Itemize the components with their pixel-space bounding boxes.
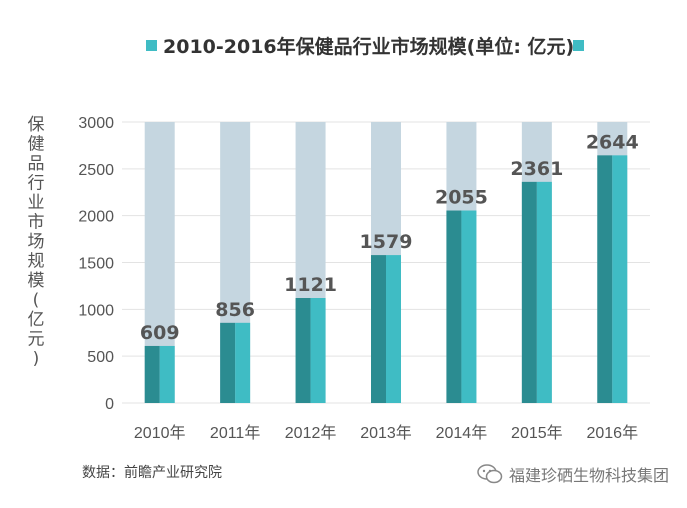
y-axis-label-char: 规 <box>28 252 45 272</box>
y-axis-label-char: 场 <box>28 232 45 252</box>
chart-title-text: 2010-2016年保健品行业市场规模(单位: 亿元) <box>163 35 574 58</box>
y-tick-label: 2500 <box>78 162 114 179</box>
x-tick-label: 2016年 <box>586 424 638 442</box>
brand-name: 福建珍硒生物科技集团 <box>508 466 669 485</box>
bar <box>144 345 160 403</box>
y-axis-label-char: 行 <box>28 174 45 194</box>
legend-marker-left <box>146 40 157 51</box>
x-tick-label: 2010年 <box>134 424 186 442</box>
bar-highlight <box>235 322 251 403</box>
bar <box>521 181 537 403</box>
x-tick-label: 2014年 <box>436 424 488 442</box>
bar <box>295 297 311 403</box>
x-tick-label: 2013年 <box>360 424 412 442</box>
data-label: 1579 <box>360 231 413 253</box>
y-axis-label-char: 市 <box>28 213 45 233</box>
y-axis-label-char: 模 <box>28 271 45 291</box>
bar-highlight <box>536 181 552 403</box>
y-tick-label: 1000 <box>78 302 114 319</box>
bars: 609 856 1121 1579 2055 2361 2644 <box>140 122 639 403</box>
y-axis: 0 500 1000 1500 2000 2500 3000 <box>78 115 114 413</box>
data-label: 609 <box>140 322 180 344</box>
bar-highlight <box>461 210 477 403</box>
y-tick-label: 3000 <box>78 115 114 132</box>
chart-title: 2010-2016年保健品行业市场规模(单位: 亿元) <box>146 35 584 58</box>
bar-highlight <box>159 345 175 403</box>
data-label: 2644 <box>586 131 639 153</box>
data-label: 1121 <box>284 274 337 296</box>
y-axis-label-char: 保 <box>28 115 45 135</box>
y-axis-label-char: 业 <box>28 193 45 213</box>
data-label: 2055 <box>435 187 488 209</box>
source-note: 数据：前瞻产业研究院 <box>82 465 222 481</box>
y-tick-label: 1500 <box>78 256 114 273</box>
y-axis-label-char: 品 <box>28 154 45 174</box>
x-tick-label: 2011年 <box>210 424 260 442</box>
bar <box>446 210 462 403</box>
y-axis-label-char: 健 <box>28 135 45 155</box>
bar-highlight <box>612 155 628 403</box>
data-label: 856 <box>215 299 255 321</box>
y-tick-label: 2000 <box>78 209 114 226</box>
y-axis-label-char: ( <box>33 291 40 311</box>
x-tick-label: 2015年 <box>511 424 563 442</box>
x-tick-label: 2012年 <box>285 424 337 442</box>
data-label: 2361 <box>510 158 563 180</box>
bar-highlight <box>386 255 401 403</box>
bar <box>220 322 236 403</box>
y-axis-label-char: 亿 <box>28 310 45 330</box>
legend-marker-right <box>573 40 584 51</box>
bar <box>597 155 613 403</box>
x-axis: 2010年 2011年 2012年 2013年 2014年 2015年 2016年 <box>134 424 638 442</box>
y-axis-label-char: ) <box>33 349 40 369</box>
y-tick-label: 0 <box>105 396 114 413</box>
y-axis-label: 保健品行业市场规模(亿元) <box>28 115 45 369</box>
bar <box>371 255 386 403</box>
y-tick-label: 500 <box>87 349 114 366</box>
y-axis-label-char: 元 <box>28 330 45 350</box>
bar-highlight <box>310 297 326 403</box>
brand: 福建珍硒生物科技集团 <box>477 462 669 486</box>
wechat-icon <box>477 464 503 484</box>
